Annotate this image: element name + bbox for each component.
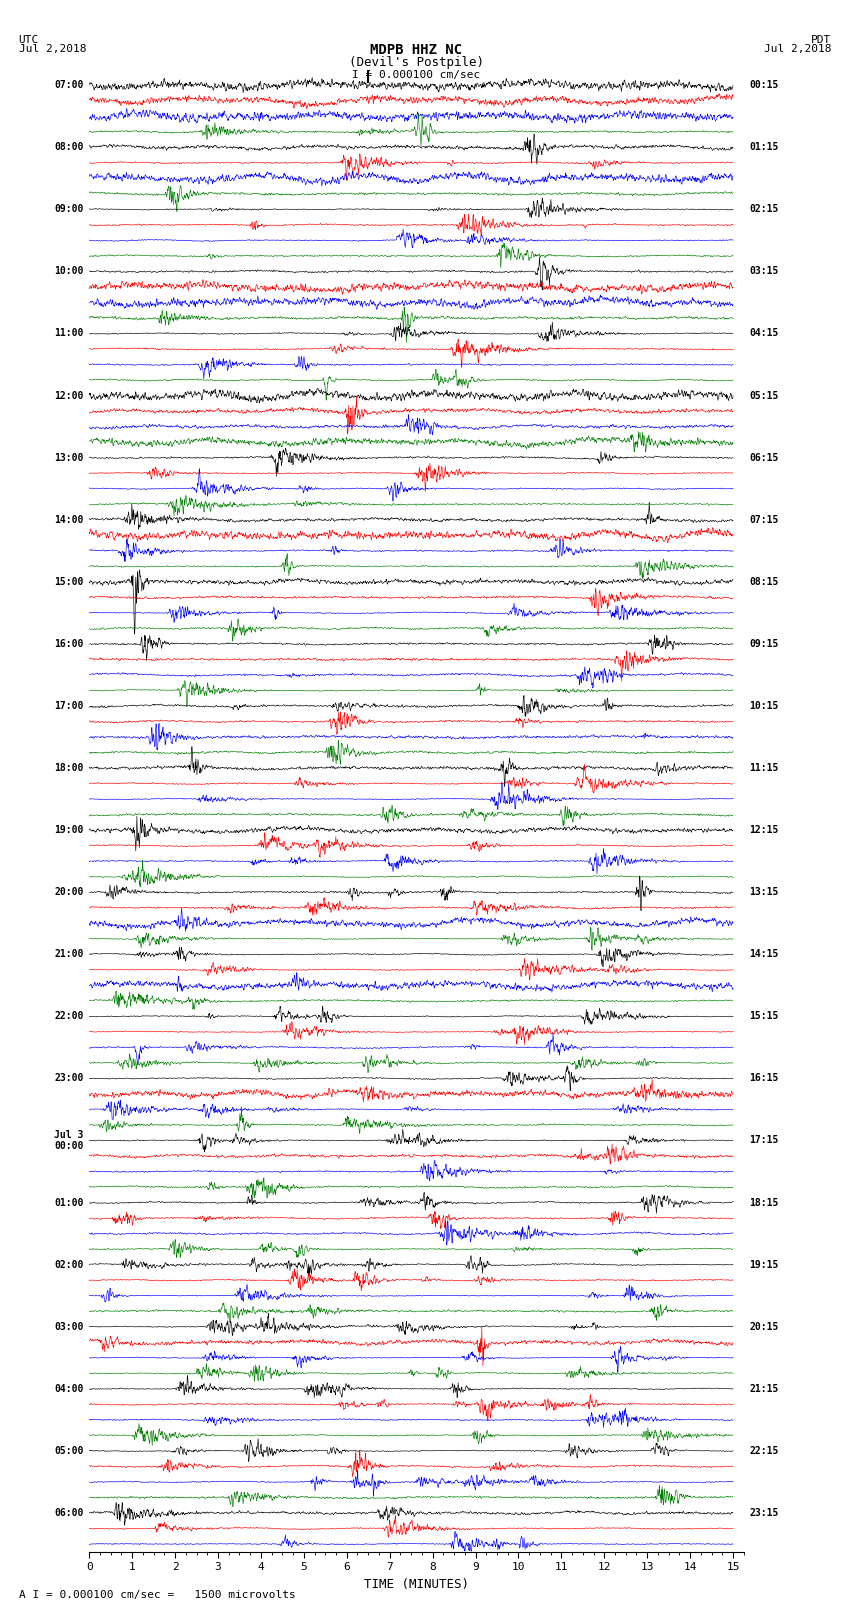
Text: 01:15: 01:15 (750, 142, 779, 152)
Text: 16:15: 16:15 (750, 1073, 779, 1084)
Text: 04:00: 04:00 (54, 1384, 83, 1394)
Text: 13:15: 13:15 (750, 887, 779, 897)
Text: 18:15: 18:15 (750, 1197, 779, 1208)
Text: 05:00: 05:00 (54, 1445, 83, 1457)
Text: 02:15: 02:15 (750, 205, 779, 215)
Text: Jul 2,2018: Jul 2,2018 (19, 44, 86, 53)
Text: 10:15: 10:15 (750, 702, 779, 711)
Text: 14:00: 14:00 (54, 515, 83, 524)
Text: 20:15: 20:15 (750, 1321, 779, 1332)
Text: I = 0.000100 cm/sec: I = 0.000100 cm/sec (353, 69, 480, 79)
Text: 20:00: 20:00 (54, 887, 83, 897)
Text: 09:15: 09:15 (750, 639, 779, 648)
Text: 21:15: 21:15 (750, 1384, 779, 1394)
Text: 05:15: 05:15 (750, 390, 779, 400)
Text: 01:00: 01:00 (54, 1197, 83, 1208)
Text: 12:15: 12:15 (750, 826, 779, 836)
Text: 06:15: 06:15 (750, 453, 779, 463)
Text: 21:00: 21:00 (54, 948, 83, 960)
Text: 07:00: 07:00 (54, 81, 83, 90)
Text: 14:15: 14:15 (750, 948, 779, 960)
Text: Jul 2,2018: Jul 2,2018 (764, 44, 831, 53)
Text: 07:15: 07:15 (750, 515, 779, 524)
Text: MDPB HHZ NC: MDPB HHZ NC (371, 44, 462, 58)
Text: 03:00: 03:00 (54, 1321, 83, 1332)
Text: 22:15: 22:15 (750, 1445, 779, 1457)
Text: 08:00: 08:00 (54, 142, 83, 152)
Text: 19:15: 19:15 (750, 1260, 779, 1269)
Text: Jul 3
00:00: Jul 3 00:00 (54, 1129, 83, 1152)
Text: 02:00: 02:00 (54, 1260, 83, 1269)
Text: (Devil's Postpile): (Devil's Postpile) (349, 56, 484, 69)
Text: 04:15: 04:15 (750, 329, 779, 339)
Text: 06:00: 06:00 (54, 1508, 83, 1518)
Text: 13:00: 13:00 (54, 453, 83, 463)
Text: 16:00: 16:00 (54, 639, 83, 648)
Text: UTC: UTC (19, 35, 39, 45)
Text: 03:15: 03:15 (750, 266, 779, 276)
Text: 11:15: 11:15 (750, 763, 779, 773)
Text: PDT: PDT (811, 35, 831, 45)
Text: 00:15: 00:15 (750, 81, 779, 90)
X-axis label: TIME (MINUTES): TIME (MINUTES) (364, 1578, 469, 1590)
Text: 23:00: 23:00 (54, 1073, 83, 1084)
Text: 17:00: 17:00 (54, 702, 83, 711)
Text: 12:00: 12:00 (54, 390, 83, 400)
Text: 18:00: 18:00 (54, 763, 83, 773)
Text: 17:15: 17:15 (750, 1136, 779, 1145)
Text: 22:00: 22:00 (54, 1011, 83, 1021)
Text: 15:00: 15:00 (54, 577, 83, 587)
Text: 19:00: 19:00 (54, 826, 83, 836)
Text: 15:15: 15:15 (750, 1011, 779, 1021)
Text: 10:00: 10:00 (54, 266, 83, 276)
Text: 11:00: 11:00 (54, 329, 83, 339)
Text: 09:00: 09:00 (54, 205, 83, 215)
Text: 23:15: 23:15 (750, 1508, 779, 1518)
Text: 08:15: 08:15 (750, 577, 779, 587)
Text: A I = 0.000100 cm/sec =   1500 microvolts: A I = 0.000100 cm/sec = 1500 microvolts (19, 1590, 296, 1600)
